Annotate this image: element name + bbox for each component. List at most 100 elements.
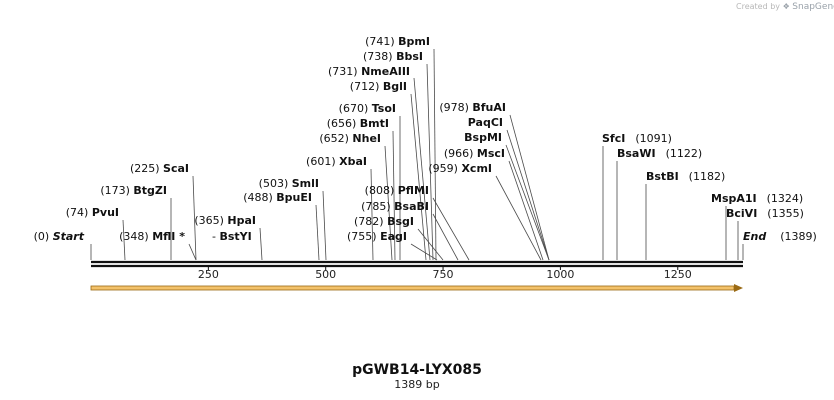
site-label-scai[interactable]: (225) ScaI: [130, 162, 189, 175]
snapgene-credit: Created by ❖ SnapGene: [736, 2, 834, 12]
leader-paqci: [506, 129, 550, 261]
site-position: (1091): [635, 132, 672, 145]
site-position: (652): [319, 132, 352, 145]
site-label-bcivi[interactable]: BciVI (1355): [726, 207, 804, 220]
credit-prefix: Created by: [736, 2, 781, 11]
site-position: (1324): [767, 192, 804, 205]
end-label-end: End (1389): [743, 230, 817, 243]
site-label-bsgi[interactable]: (782) BsgI: [354, 215, 414, 228]
leader-pflmi: [432, 197, 470, 261]
site-name: NheI: [352, 132, 381, 145]
site-position: (978): [439, 101, 472, 114]
site-label-hpai[interactable]: (365) HpaI: [194, 214, 256, 227]
site-position: (74): [66, 206, 92, 219]
site-position: (488): [243, 191, 276, 204]
site-label-mspa1i[interactable]: MspA1I (1324): [711, 192, 803, 205]
site-label-bgli[interactable]: (712) BglI: [350, 80, 407, 93]
site-name: HpaI: [227, 214, 256, 227]
site-label-eagi[interactable]: (755) EagI: [347, 230, 407, 243]
site-position: (731): [328, 65, 361, 78]
feature-arrow[interactable]: [90, 284, 743, 292]
feature-body: [90, 285, 735, 291]
ruler-tick-label: 1250: [664, 268, 692, 281]
site-position: (670): [339, 102, 372, 115]
site-label-bbsi[interactable]: (738) BbsI: [363, 50, 423, 63]
site-label-bsabi[interactable]: (785) BsaBI: [361, 200, 429, 213]
site-position: (365): [194, 214, 227, 227]
site-position: (712): [350, 80, 383, 93]
site-label-bspmi[interactable]: BspMI: [464, 131, 502, 144]
ruler-ticks: 250 500 750 1000 1250: [198, 266, 692, 281]
site-name: BstBI: [646, 170, 679, 183]
leader-msci: [508, 160, 544, 261]
site-label-xcmi[interactable]: (959) XcmI: [428, 162, 492, 175]
site-label-pflmi[interactable]: (808) PflMI: [365, 184, 429, 197]
leader-lines: [90, 48, 744, 261]
site-label-bsawi[interactable]: BsaWI (1122): [617, 147, 702, 160]
site-name: BtgZI: [133, 184, 167, 197]
leader-bspmi: [505, 144, 550, 261]
leader-bbsi: [426, 63, 434, 261]
site-label-btgzi[interactable]: (173) BtgZI: [100, 184, 167, 197]
site-label-msci[interactable]: (966) MscI: [444, 147, 505, 160]
site-position: (348): [119, 230, 152, 243]
site-name: PflMI: [398, 184, 429, 197]
site-position: (741): [365, 35, 398, 48]
plasmid-length: 1389 bp: [394, 378, 439, 391]
ruler-tick-label: 250: [198, 268, 219, 281]
site-label-nmeaiii[interactable]: (731) NmeAIII: [328, 65, 410, 78]
site-label-pvui[interactable]: (74) PvuI: [66, 206, 119, 219]
leader-bsabi: [432, 213, 459, 261]
leader-scai: [192, 175, 197, 261]
site-name: BciVI: [726, 207, 757, 220]
site-prefix: -: [212, 230, 219, 243]
leader-smli: [322, 190, 327, 261]
site-position: (1355): [767, 207, 804, 220]
site-label-bpmi[interactable]: (741) BpmI: [365, 35, 430, 48]
site-name: PvuI: [92, 206, 119, 219]
leader-xbai: [370, 168, 374, 261]
site-label-bmti[interactable]: (656) BmtI: [327, 117, 389, 130]
site-position: (808): [365, 184, 398, 197]
site-name: ScaI: [163, 162, 189, 175]
leader-mfli: [188, 243, 197, 261]
site-name: EagI: [380, 230, 407, 243]
site-name: SmlI: [292, 177, 319, 190]
site-position: (1182): [689, 170, 726, 183]
end-position: (0): [34, 230, 53, 243]
ruler-tick-label: 1000: [546, 268, 574, 281]
site-label-paqci[interactable]: PaqCI: [468, 116, 503, 129]
site-position: (738): [363, 50, 396, 63]
leader-nmeaiii: [413, 77, 431, 261]
site-label-bstbi[interactable]: BstBI (1182): [646, 170, 725, 183]
leader-bmti: [392, 130, 396, 261]
leader-bpuei: [315, 204, 320, 261]
site-name: BsaBI: [394, 200, 429, 213]
site-label-bpuei[interactable]: (488) BpuEI: [243, 191, 312, 204]
site-name: BsaWI: [617, 147, 656, 160]
site-label-nhei[interactable]: (652) NheI: [319, 132, 381, 145]
site-label-tsoi[interactable]: (670) TsoI: [339, 102, 396, 115]
site-label-sfci[interactable]: SfcI (1091): [602, 132, 672, 145]
site-position: (503): [259, 177, 292, 190]
site-position: (601): [306, 155, 339, 168]
site-position: (656): [327, 117, 360, 130]
leader-eagi: [410, 243, 438, 261]
site-label-smli[interactable]: (503) SmlI: [259, 177, 319, 190]
site-label-bfuai[interactable]: (978) BfuAI: [439, 101, 506, 114]
site-label-bstyi[interactable]: - BstYI: [212, 230, 252, 243]
site-marker: *: [175, 230, 185, 243]
site-name: BspMI: [464, 131, 502, 144]
leader-bfuai: [509, 114, 550, 261]
site-position: (225): [130, 162, 163, 175]
site-label-mfli[interactable]: (348) MflI *: [119, 230, 185, 243]
site-name: MflI: [152, 230, 175, 243]
site-name: BfuAI: [472, 101, 506, 114]
site-name: BsgI: [387, 215, 414, 228]
site-position: (966): [444, 147, 477, 160]
site-name: BpuEI: [276, 191, 312, 204]
site-name: XcmI: [461, 162, 492, 175]
site-label-xbai[interactable]: (601) XbaI: [306, 155, 367, 168]
site-position: (785): [361, 200, 394, 213]
